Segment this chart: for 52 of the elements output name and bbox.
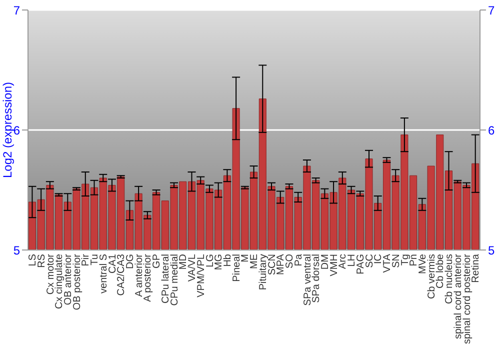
- x-tick-label: SO: [284, 254, 296, 268]
- x-tick-label: Pa: [293, 254, 304, 266]
- x-tick-label: MPA: [276, 254, 287, 275]
- y-tick-label: 5: [13, 243, 20, 258]
- x-tick-label: ventral S: [98, 254, 110, 294]
- x-tick-label: Tg: [400, 254, 411, 266]
- x-tick-label: CA1: [107, 254, 118, 274]
- x-tick-label: SN: [390, 254, 402, 268]
- x-tick-label: MVe: [417, 254, 428, 274]
- x-tick-label: RS: [36, 254, 48, 268]
- x-tick-label: Retina: [470, 254, 482, 283]
- x-tick-label: Pineal: [231, 254, 242, 282]
- x-tick-label: VTA: [382, 254, 394, 273]
- x-tick-label: SCN: [266, 254, 278, 276]
- x-tick-label: DG: [125, 254, 136, 269]
- y-tick-label: 7: [13, 3, 20, 18]
- x-tick-label: SC: [364, 254, 376, 268]
- x-tick-label: OB posterior: [72, 253, 83, 310]
- x-tick-label: LH: [346, 254, 358, 267]
- x-tick-label: PAG: [355, 254, 366, 274]
- y2-tick-label: 7: [488, 3, 495, 18]
- y-axis-title: Log2 (expression): [0, 82, 14, 178]
- x-tick-label: M: [240, 254, 252, 262]
- x-tick-label: DM: [320, 254, 331, 270]
- x-tick-label: A posterior: [142, 253, 154, 302]
- x-tick-label: Cb lobe: [435, 254, 446, 288]
- y2-tick-label: 5: [488, 243, 495, 258]
- x-tick-label: CPu lateral: [160, 254, 172, 304]
- x-tick-label: spinal cord posterior: [462, 253, 473, 344]
- x-tick-label: GP: [152, 254, 163, 268]
- x-tick-label: VPM/VPL: [196, 254, 207, 298]
- x-tick-label: OB anterior: [62, 253, 74, 306]
- x-tick-label: Cx cingulate: [54, 254, 66, 310]
- x-tick-label: Cb nucleus: [444, 254, 456, 304]
- x-tick-label: LS: [28, 254, 39, 266]
- x-tick-label: LG: [204, 254, 216, 268]
- x-tick-label: Tu: [90, 254, 101, 266]
- x-tick-label: ME: [249, 254, 260, 269]
- x-tick-label: SPa dorsal: [311, 254, 322, 303]
- x-tick-label: IC: [373, 254, 384, 264]
- x-tick-label: CA2/CA3: [116, 254, 128, 296]
- x-tick-label: Pn: [408, 254, 420, 266]
- y-tick-label: 6: [13, 123, 20, 138]
- x-tick-label: spinal cord anterior: [452, 253, 464, 340]
- x-tick-label: Pir: [80, 253, 92, 266]
- x-tick-label: A anterior: [134, 253, 145, 297]
- x-tick-label: Hb: [222, 254, 234, 267]
- x-tick-label: Arc: [338, 254, 349, 269]
- x-tick-label: CPu medial: [169, 254, 180, 306]
- x-tick-label: Pituitary: [258, 254, 269, 290]
- y2-tick-label: 6: [488, 123, 495, 138]
- x-tick-label: VMH: [328, 254, 340, 276]
